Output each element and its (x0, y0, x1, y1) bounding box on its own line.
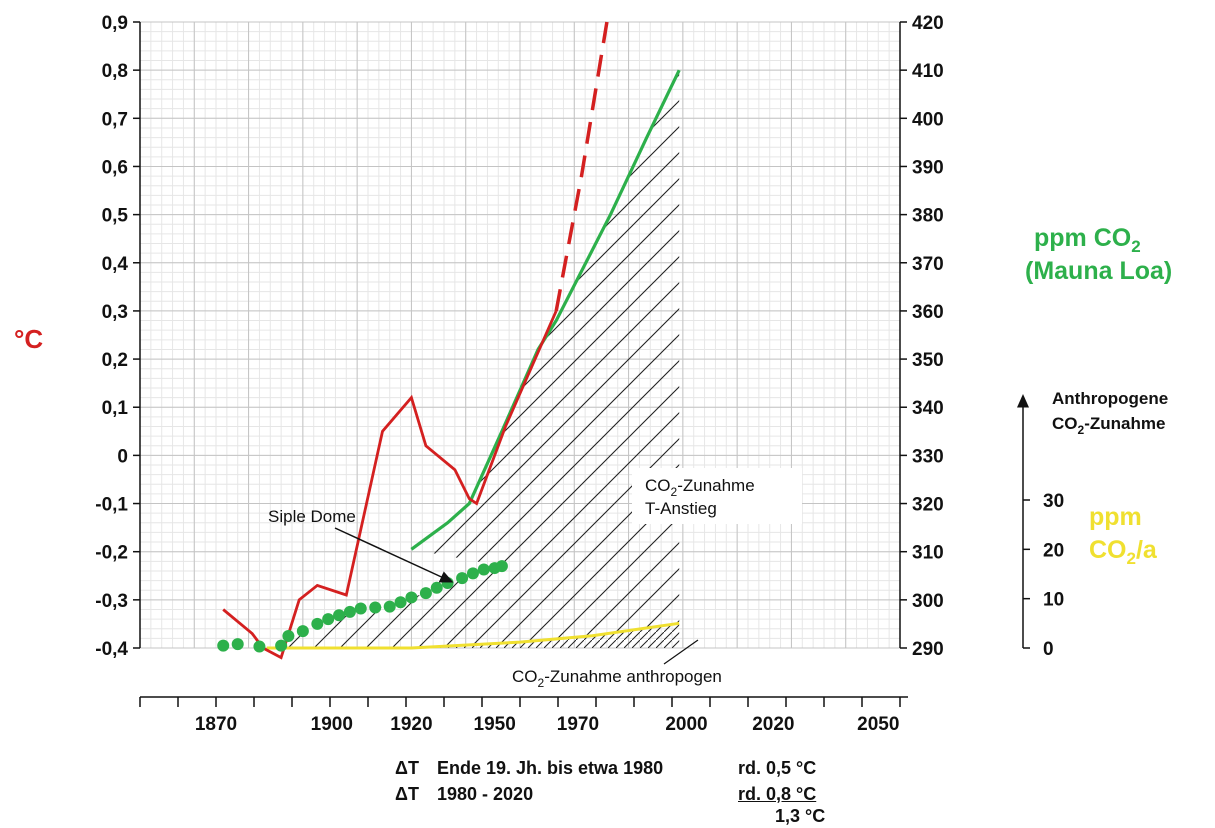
series-line-temperature-dashed (554, 21, 609, 312)
right-tick-label: 410 (912, 61, 944, 82)
left-tick-label: 0,2 (102, 350, 128, 371)
secondary-tick-label: 30 (1043, 491, 1064, 512)
series-point-siple-dome (282, 629, 295, 642)
series-point-siple-dome (419, 587, 432, 600)
secondary-unit-line1: ppm (1089, 503, 1142, 531)
series-layer (217, 21, 681, 660)
y-left-title: °C (14, 324, 43, 354)
series-point-siple-dome (217, 639, 230, 652)
secondary-tick-label: 0 (1043, 639, 1054, 660)
secondary-tick-label: 20 (1043, 540, 1064, 561)
series-point-siple-dome (296, 625, 309, 638)
footer-total: 1,3 °C (775, 806, 826, 826)
chart: 0,9 0,8 0,7 0,6 0,5 0,4 0,3 0,2 0,1 0 -0,1 -0,2 -0,3… (14, 13, 1172, 735)
right-tick-label: 340 (912, 398, 944, 419)
right-tick-label: 360 (912, 302, 944, 323)
left-tick-label: 0,8 (102, 61, 128, 82)
left-tick-label: 0,9 (102, 13, 128, 34)
footer-row1-text: Ende 19. Jh. bis etwa 1980 (437, 758, 664, 778)
right-tick-label: 350 (912, 350, 944, 371)
footer-row2-value: rd. 0,8 °C (738, 784, 817, 804)
secondary-axis-title-line1: Anthropogene (1052, 389, 1168, 408)
y-right-title-line2: (Mauna Loa) (1025, 257, 1172, 285)
y-right-title-line1: ppm CO2 (1034, 224, 1141, 256)
label-box-co2-t (632, 468, 802, 524)
left-tick-label: -0,1 (95, 495, 128, 516)
series-point-siple-dome (369, 601, 382, 614)
series-point-siple-dome (394, 596, 407, 609)
series-point-siple-dome (231, 638, 244, 651)
series-point-siple-dome (354, 602, 367, 615)
axes: 0,9 0,8 0,7 0,6 0,5 0,4 0,3 0,2 0,1 0 -0,1 -0,2 -0,3… (95, 13, 1064, 735)
series-point-siple-dome (466, 567, 479, 580)
left-tick-label: 0,7 (102, 109, 128, 130)
right-tick-label: 310 (912, 543, 944, 564)
right-tick-label: 330 (912, 446, 944, 467)
right-tick-label: 420 (912, 13, 944, 34)
series-point-siple-dome (311, 617, 324, 630)
series-point-siple-dome (477, 563, 490, 576)
left-tick-label: 0,1 (102, 398, 129, 419)
x-tick-label: 1900 (311, 714, 353, 735)
left-tick-label: 0,3 (102, 302, 128, 323)
series-point-siple-dome (405, 591, 418, 604)
footer-delta-1: ΔT (395, 758, 419, 778)
right-tick-label: 300 (912, 591, 944, 612)
series-point-siple-dome (275, 639, 288, 652)
series-point-siple-dome (383, 600, 396, 613)
x-tick-label: 1970 (557, 714, 599, 735)
series-point-siple-dome (333, 609, 346, 622)
annotation-t-anstieg: T-Anstieg (645, 499, 717, 518)
left-tick-label: 0,5 (102, 206, 129, 227)
left-tick-label: 0 (117, 446, 128, 467)
left-tick-label: -0,4 (95, 639, 128, 660)
left-tick-label: 0,6 (102, 157, 128, 178)
series-point-siple-dome (253, 640, 266, 653)
x-tick-label: 2020 (752, 714, 794, 735)
series-point-siple-dome (456, 572, 469, 585)
right-tick-label: 320 (912, 495, 944, 516)
footer-row1-value: rd. 0,5 °C (738, 758, 817, 778)
series-point-siple-dome (495, 560, 508, 573)
x-tick-label: 2000 (665, 714, 707, 735)
x-tick-label: 1920 (390, 714, 432, 735)
x-tick-label: 2050 (857, 714, 899, 735)
left-tick-label: -0,2 (95, 543, 128, 564)
left-tick-label: 0,4 (102, 254, 129, 275)
series-point-siple-dome (343, 605, 356, 618)
left-tick-label: -0,3 (95, 591, 128, 612)
annotation-siple-dome-arrow (334, 527, 454, 583)
annotation-anthropogen-pointer (663, 639, 699, 665)
annotation-co2-anthropogen: CO2-Zunahme anthropogen (512, 667, 722, 690)
right-tick-label: 290 (912, 639, 944, 660)
right-tick-label: 400 (912, 109, 944, 130)
series-point-siple-dome (430, 581, 443, 594)
right-tick-label: 370 (912, 254, 944, 275)
secondary-axis-title-line2: CO2-Zunahme (1052, 414, 1165, 437)
series-point-siple-dome (441, 576, 454, 589)
footer-row2-text: 1980 - 2020 (437, 784, 534, 804)
label-box-anthropogen (506, 661, 790, 689)
right-tick-label: 380 (912, 206, 944, 227)
x-tick-label: 1870 (195, 714, 237, 735)
annotation-siple-dome: Siple Dome (268, 507, 356, 526)
series-point-siple-dome (322, 613, 335, 626)
series-line-anthropogenic (266, 621, 680, 650)
series-line-temperature (222, 310, 558, 660)
footer-delta-2: ΔT (395, 784, 419, 804)
x-tick-label: 1950 (474, 714, 516, 735)
secondary-unit-line2: CO2/a (1089, 536, 1158, 568)
right-tick-label: 390 (912, 157, 944, 178)
secondary-tick-label: 10 (1043, 590, 1064, 611)
